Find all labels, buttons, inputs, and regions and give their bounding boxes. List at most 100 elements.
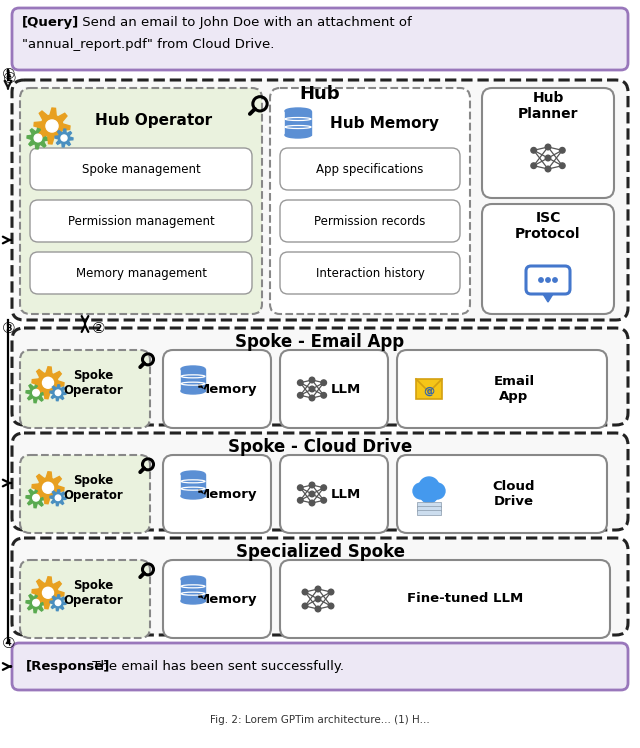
Text: @: @	[424, 386, 435, 396]
Polygon shape	[34, 108, 70, 144]
Circle shape	[315, 586, 321, 592]
Circle shape	[309, 491, 315, 497]
FancyBboxPatch shape	[181, 579, 205, 601]
Circle shape	[559, 147, 565, 153]
Text: Hub
Planner: Hub Planner	[518, 91, 579, 121]
Circle shape	[413, 483, 429, 499]
Ellipse shape	[181, 493, 205, 499]
Polygon shape	[26, 488, 46, 508]
Circle shape	[309, 377, 315, 383]
Circle shape	[321, 380, 326, 385]
FancyBboxPatch shape	[270, 88, 470, 314]
Text: Hub: Hub	[300, 85, 340, 103]
Circle shape	[546, 278, 550, 282]
Circle shape	[559, 163, 565, 168]
FancyBboxPatch shape	[280, 560, 610, 638]
Circle shape	[321, 485, 326, 491]
Circle shape	[309, 395, 315, 401]
Circle shape	[302, 589, 308, 595]
Circle shape	[298, 380, 303, 385]
Circle shape	[61, 135, 67, 141]
Circle shape	[46, 120, 58, 132]
FancyBboxPatch shape	[12, 80, 628, 320]
Circle shape	[309, 386, 315, 392]
Circle shape	[545, 166, 551, 172]
Circle shape	[321, 497, 326, 503]
Text: Hub Operator: Hub Operator	[95, 112, 212, 127]
Polygon shape	[50, 595, 66, 611]
Text: Specialized Spoke: Specialized Spoke	[236, 543, 404, 561]
Ellipse shape	[285, 132, 311, 138]
Text: LLM: LLM	[331, 382, 361, 396]
FancyBboxPatch shape	[12, 8, 628, 70]
FancyBboxPatch shape	[417, 510, 441, 515]
FancyBboxPatch shape	[30, 148, 252, 190]
FancyBboxPatch shape	[285, 111, 311, 135]
Polygon shape	[27, 127, 49, 149]
FancyBboxPatch shape	[12, 643, 628, 690]
Circle shape	[42, 587, 54, 598]
Circle shape	[33, 390, 39, 396]
FancyBboxPatch shape	[12, 538, 628, 635]
Polygon shape	[543, 294, 553, 302]
Text: ②: ②	[92, 320, 106, 336]
Circle shape	[328, 589, 334, 595]
Text: [Query]: [Query]	[22, 16, 79, 28]
FancyBboxPatch shape	[12, 328, 628, 425]
Text: Spoke
Operator: Spoke Operator	[63, 473, 123, 502]
Circle shape	[315, 596, 321, 602]
FancyBboxPatch shape	[280, 148, 460, 190]
Text: Spoke - Email App: Spoke - Email App	[236, 333, 404, 351]
FancyBboxPatch shape	[280, 350, 388, 428]
FancyBboxPatch shape	[181, 474, 205, 496]
Ellipse shape	[181, 471, 205, 477]
Text: App specifications: App specifications	[316, 162, 424, 176]
Text: ①: ①	[2, 67, 16, 82]
Circle shape	[55, 600, 61, 606]
Circle shape	[315, 606, 321, 612]
Text: LLM: LLM	[331, 488, 361, 500]
Circle shape	[298, 485, 303, 491]
FancyBboxPatch shape	[181, 369, 205, 391]
Text: Cloud
Drive: Cloud Drive	[493, 480, 535, 508]
FancyBboxPatch shape	[417, 502, 441, 507]
FancyBboxPatch shape	[482, 88, 614, 198]
Text: Memory: Memory	[196, 592, 257, 605]
Circle shape	[531, 163, 536, 168]
FancyBboxPatch shape	[30, 252, 252, 294]
Circle shape	[55, 495, 61, 500]
FancyBboxPatch shape	[20, 88, 262, 314]
Text: Spoke
Operator: Spoke Operator	[63, 369, 123, 396]
Text: ISC
Protocol: ISC Protocol	[515, 211, 580, 241]
Text: Hub Memory: Hub Memory	[330, 115, 439, 130]
FancyBboxPatch shape	[163, 560, 271, 638]
Text: Interaction history: Interaction history	[316, 266, 424, 280]
Polygon shape	[32, 367, 64, 399]
Polygon shape	[32, 577, 64, 609]
Circle shape	[302, 603, 308, 609]
FancyBboxPatch shape	[417, 506, 441, 511]
Polygon shape	[50, 490, 66, 506]
Text: The email has been sent successfully.: The email has been sent successfully.	[88, 660, 344, 673]
Text: Memory: Memory	[196, 488, 257, 500]
Polygon shape	[26, 383, 46, 402]
Polygon shape	[55, 129, 73, 147]
Circle shape	[419, 477, 439, 497]
Text: Memory management: Memory management	[76, 266, 207, 280]
FancyBboxPatch shape	[280, 252, 460, 294]
Text: ④: ④	[2, 636, 16, 651]
FancyBboxPatch shape	[397, 455, 607, 533]
Text: ①: ①	[3, 70, 17, 85]
Ellipse shape	[181, 598, 205, 604]
Circle shape	[298, 393, 303, 398]
FancyBboxPatch shape	[20, 350, 150, 428]
FancyBboxPatch shape	[482, 204, 614, 314]
Ellipse shape	[285, 108, 311, 114]
FancyBboxPatch shape	[20, 455, 150, 533]
Polygon shape	[26, 592, 46, 613]
Circle shape	[42, 377, 54, 388]
Text: Permission records: Permission records	[314, 215, 426, 227]
FancyBboxPatch shape	[163, 455, 271, 533]
Text: ③: ③	[2, 320, 16, 336]
FancyBboxPatch shape	[416, 379, 442, 399]
